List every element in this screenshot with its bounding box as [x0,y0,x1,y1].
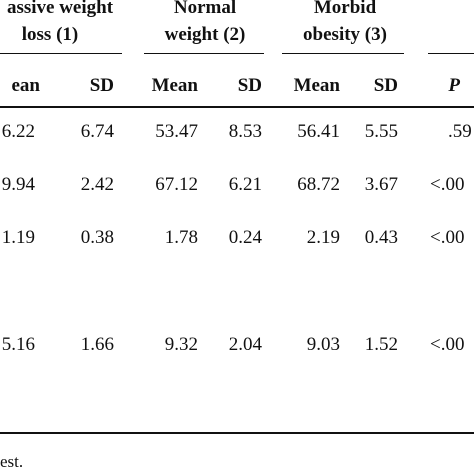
subheader-mean-1: ean [11,75,41,96]
cell-r1-sd-1: 6.74 [80,121,114,142]
cell-r4-mean-2: 9.32 [164,334,198,355]
group-header-massive-weight-loss: assive weight [6,0,114,18]
cell-r3-sd-1: 0.38 [80,227,114,248]
group-header-morbid-obesity: Morbid [313,0,377,18]
group-header-massive-weight-loss-line2: loss (1) [21,24,79,45]
cell-r4-sd-2: 2.04 [228,334,262,355]
group-underline-normal-weight [144,53,264,54]
cell-r1-sd-2: 8.53 [228,121,262,142]
cell-r1-mean-3: 56.41 [297,121,340,142]
header-rule [0,106,474,108]
cell-r1-p: .59 [448,121,472,142]
cell-r1-sd-3: 5.55 [364,121,398,142]
group-underline-morbid-obesity [282,53,404,54]
cell-r3-sd-3: 0.43 [364,227,398,248]
subheader-sd-2: SD [237,75,262,96]
table-footnote: est. [0,452,24,471]
cell-r3-mean-3: 2.19 [306,227,340,248]
cell-r2-mean-2: 67.12 [155,174,198,195]
cell-r4-sd-1: 1.66 [80,334,114,355]
subheader-sd-1: SD [89,75,114,96]
cell-r2-sd-1: 2.42 [80,174,114,195]
cell-r3-p: <.00 [430,227,465,248]
subheader-mean-3: Mean [293,75,340,96]
subheader-sd-3: SD [373,75,398,96]
cell-r2-mean-3: 68.72 [297,174,340,195]
cell-r3-sd-2: 0.24 [228,227,262,248]
cell-r4-p: <.00 [430,334,465,355]
cell-r4-mean-3: 9.03 [306,334,340,355]
group-header-normal-weight-line2: weight (2) [164,24,246,45]
cell-r4-sd-3: 1.52 [364,334,398,355]
group-header-normal-weight: Normal [173,0,237,18]
cell-r3-mean-2: 1.78 [164,227,198,248]
group-underline-p [428,53,474,54]
cell-r2-p: <.00 [430,174,465,195]
cell-r4-mean-1: 5.16 [1,334,35,355]
group-underline-massive-weight-loss [0,53,122,54]
cell-r3-mean-1: 1.19 [1,227,35,248]
cell-r2-sd-3: 3.67 [364,174,398,195]
subheader-mean-2: Mean [151,75,198,96]
group-header-morbid-obesity-line2: obesity (3) [303,24,387,45]
subheader-p: P [448,75,460,96]
cell-r1-mean-2: 53.47 [155,121,198,142]
cell-r2-mean-1: 9.94 [1,174,35,195]
table-bottom-rule [0,432,474,434]
cell-r2-sd-2: 6.21 [228,174,262,195]
cell-r1-mean-1: 6.22 [1,121,35,142]
